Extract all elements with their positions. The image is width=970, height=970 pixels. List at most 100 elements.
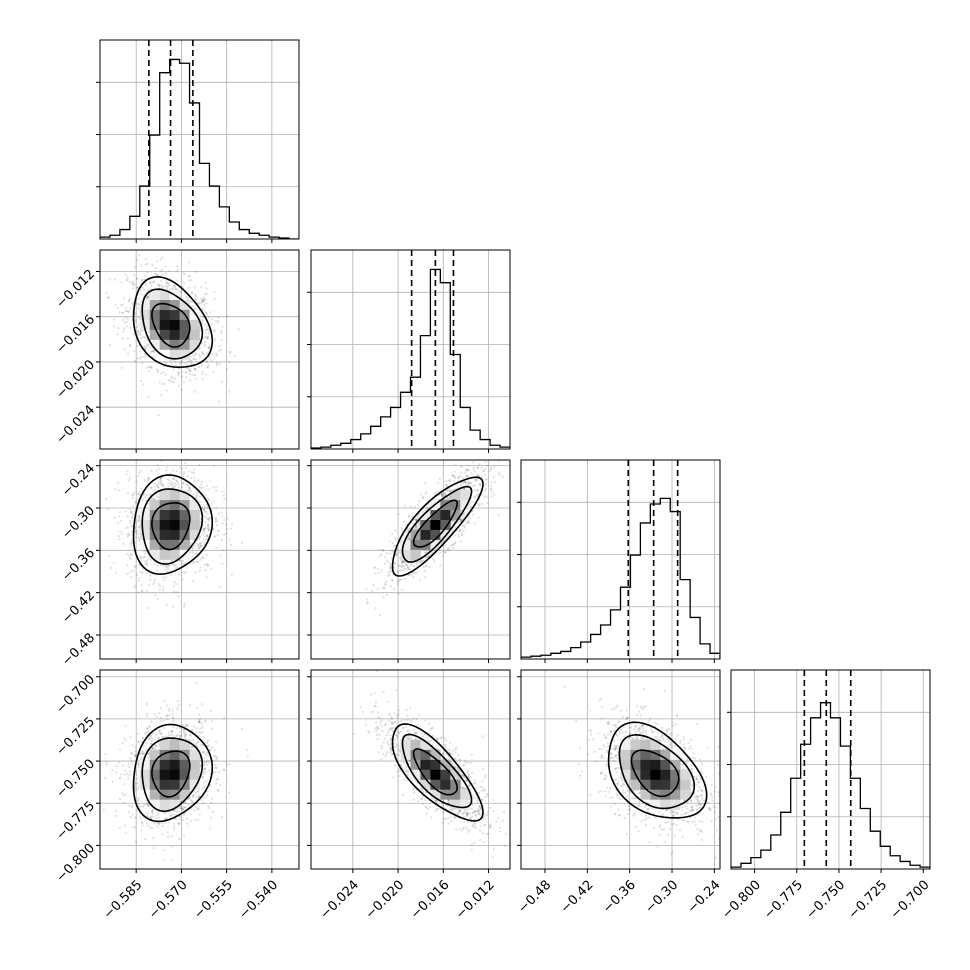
sample-point bbox=[424, 551, 427, 554]
sample-point bbox=[214, 338, 217, 341]
sample-point bbox=[209, 517, 212, 520]
density-cell bbox=[159, 489, 170, 501]
density-cell bbox=[169, 489, 180, 501]
sample-point bbox=[153, 563, 156, 566]
sample-point bbox=[365, 587, 368, 590]
sample-point bbox=[464, 481, 467, 485]
sample-point bbox=[148, 584, 151, 587]
sample-point bbox=[404, 530, 407, 533]
sample-point bbox=[453, 470, 456, 473]
sample-point bbox=[173, 581, 176, 584]
sample-point bbox=[206, 506, 209, 509]
sample-point bbox=[205, 360, 208, 363]
sample-point bbox=[199, 286, 203, 289]
sample-point bbox=[421, 559, 424, 563]
sample-point bbox=[452, 529, 455, 532]
sample-point bbox=[454, 463, 457, 466]
sample-point bbox=[169, 483, 173, 486]
density-cell bbox=[189, 509, 200, 520]
sample-point bbox=[187, 449, 189, 451]
sample-point bbox=[204, 301, 208, 305]
sample-point bbox=[196, 479, 199, 482]
sample-point bbox=[185, 295, 188, 299]
sample-point bbox=[478, 474, 481, 478]
sample-point bbox=[467, 469, 471, 472]
sample-point bbox=[207, 329, 210, 332]
sample-point bbox=[137, 532, 140, 535]
sample-point bbox=[204, 293, 207, 296]
sample-point bbox=[145, 345, 148, 348]
sample-point bbox=[141, 286, 144, 289]
sample-point bbox=[404, 562, 407, 565]
sample-point bbox=[199, 727, 202, 730]
sample-point bbox=[206, 740, 209, 743]
sample-point bbox=[126, 470, 129, 473]
sample-point bbox=[452, 543, 455, 546]
sample-point bbox=[193, 725, 196, 728]
sample-point bbox=[203, 541, 206, 544]
sample-point bbox=[140, 583, 143, 587]
panel-content bbox=[100, 670, 299, 869]
sample-point bbox=[190, 363, 193, 366]
sample-point bbox=[204, 510, 207, 514]
sample-point bbox=[130, 516, 134, 519]
sample-point bbox=[124, 724, 127, 727]
sample-point bbox=[187, 470, 191, 473]
contour-2 bbox=[132, 276, 214, 368]
density-cell bbox=[159, 299, 170, 310]
sample-point bbox=[123, 773, 126, 776]
sample-point bbox=[114, 303, 117, 306]
sample-point bbox=[123, 783, 126, 786]
sample-point bbox=[174, 364, 177, 367]
sample-point bbox=[114, 810, 118, 813]
density-cell bbox=[450, 499, 461, 511]
sample-point bbox=[138, 332, 142, 335]
sample-point bbox=[124, 510, 127, 513]
sample-point bbox=[198, 542, 202, 545]
sample-point bbox=[200, 364, 203, 367]
sample-point bbox=[204, 494, 207, 497]
sample-point bbox=[476, 494, 479, 498]
sample-point bbox=[151, 732, 154, 735]
sample-point bbox=[391, 541, 394, 545]
sample-point bbox=[428, 566, 431, 569]
sample-point bbox=[382, 586, 386, 589]
sample-point bbox=[454, 541, 457, 544]
sample-point bbox=[161, 286, 164, 289]
sample-point bbox=[172, 585, 175, 588]
sample-point bbox=[147, 814, 150, 818]
panel-2-1 bbox=[307, 459, 511, 663]
sample-point bbox=[444, 550, 447, 554]
sample-point bbox=[155, 273, 158, 276]
sample-point bbox=[154, 489, 157, 492]
sample-point bbox=[476, 466, 479, 469]
sample-point bbox=[215, 361, 219, 365]
sample-point bbox=[162, 588, 165, 592]
sample-point bbox=[472, 465, 475, 469]
sample-point bbox=[188, 261, 191, 264]
panel-1-1 bbox=[307, 249, 511, 453]
sample-point bbox=[203, 323, 206, 326]
sample-point bbox=[122, 764, 125, 768]
sample-point bbox=[138, 556, 142, 559]
sample-point bbox=[404, 560, 407, 564]
sample-point bbox=[194, 368, 197, 371]
sample-point bbox=[126, 515, 129, 518]
sample-point bbox=[175, 270, 178, 273]
sample-point bbox=[160, 481, 163, 484]
sample-point bbox=[137, 785, 140, 788]
sample-point bbox=[127, 479, 130, 482]
sample-point bbox=[157, 736, 160, 740]
sample-point bbox=[142, 383, 145, 386]
density-cell bbox=[169, 499, 180, 511]
sample-point bbox=[173, 359, 176, 362]
sample-point bbox=[200, 320, 203, 323]
sample-point bbox=[137, 333, 140, 336]
sample-point bbox=[128, 299, 131, 302]
sample-point bbox=[152, 747, 155, 750]
sample-point bbox=[148, 737, 151, 740]
sample-point bbox=[389, 562, 392, 566]
sample-point bbox=[118, 826, 121, 829]
sample-point bbox=[425, 564, 428, 568]
sample-point bbox=[136, 330, 139, 333]
